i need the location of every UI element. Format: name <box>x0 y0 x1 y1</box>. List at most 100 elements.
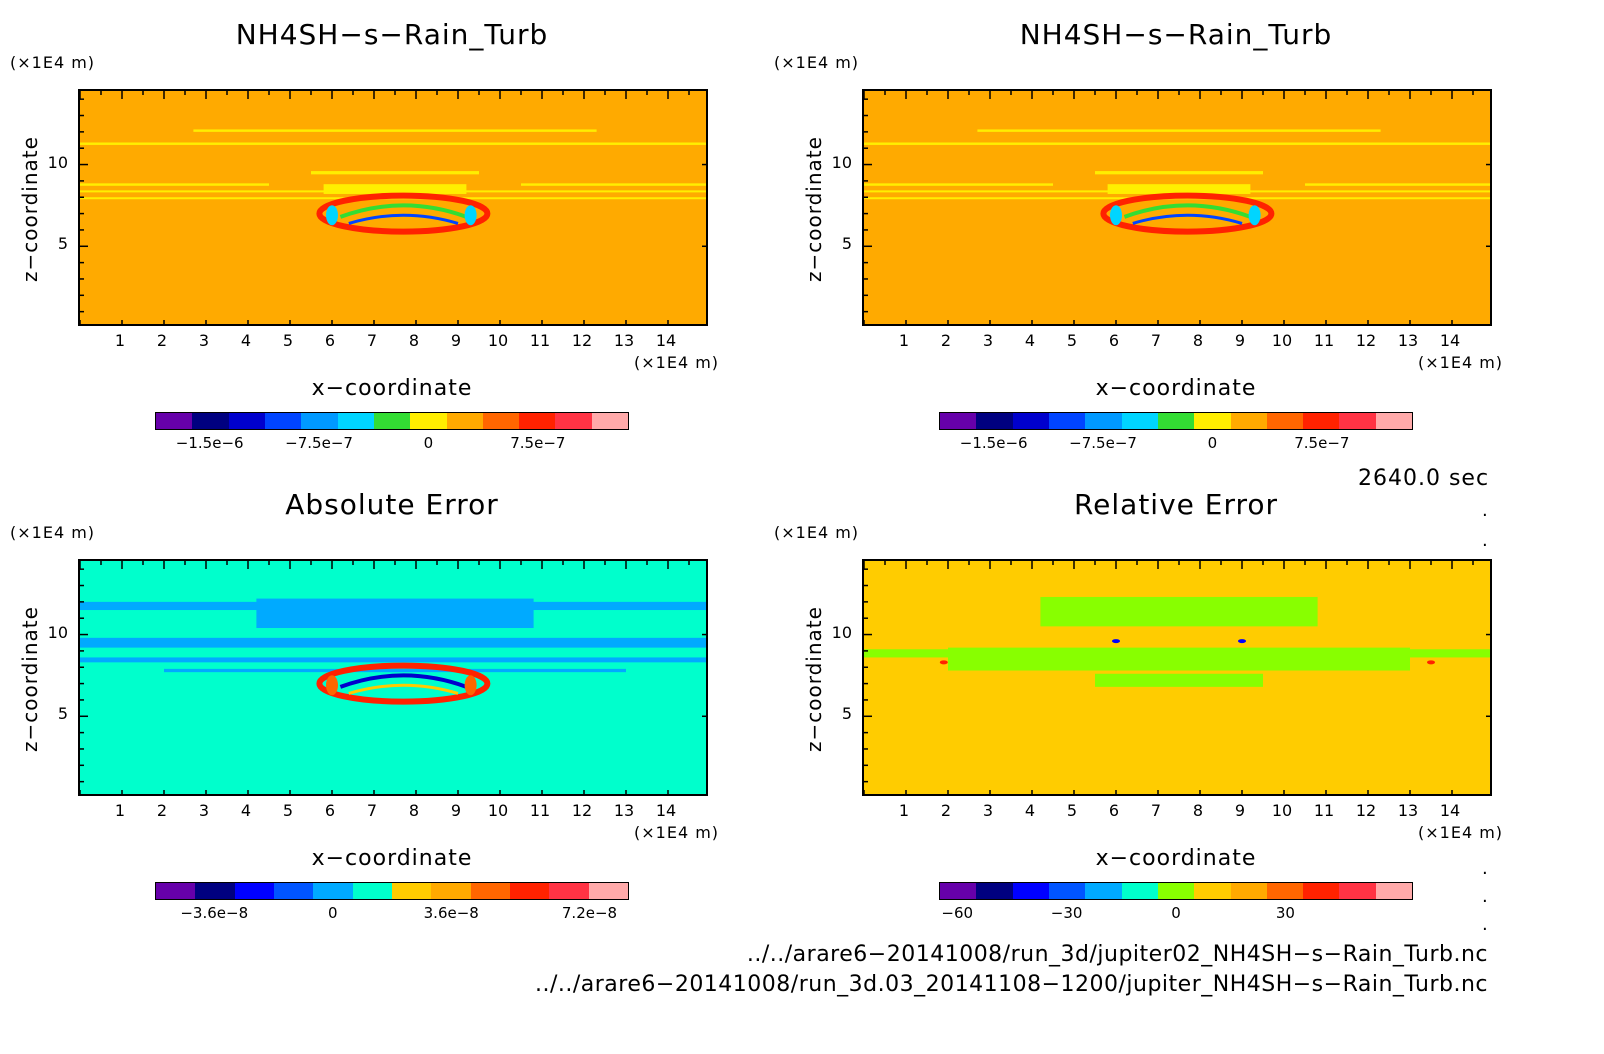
colorbar-label: 3.6e−8 <box>423 904 479 922</box>
x-tick-label: 10 <box>487 331 509 350</box>
colorbar-label: −1.5e−6 <box>175 434 244 452</box>
y-unit-label: (×1E4 m) <box>10 523 96 542</box>
file-path-1: ../../arare6−20141008/run_3d/jupiter02_N… <box>746 942 1488 967</box>
x-axis-label: x−coordinate <box>311 846 473 871</box>
colorbar-label: −30 <box>1050 904 1083 922</box>
x-tick-label: 9 <box>450 331 462 350</box>
colorbar-segment <box>156 883 196 899</box>
colorbar-label: −3.6e−8 <box>180 904 249 922</box>
x-tick-label: 12 <box>1355 331 1377 350</box>
colorbar-segment <box>391 883 432 899</box>
colorbar-segment <box>1012 883 1049 899</box>
x-tick-label: 8 <box>1192 331 1204 350</box>
colorbar-segment <box>1048 883 1086 899</box>
colorbar <box>939 412 1413 430</box>
colorbar-segment <box>1266 413 1304 429</box>
anomaly-blob <box>1110 205 1122 226</box>
x-tick-label: 1 <box>898 801 910 820</box>
anomaly-blob <box>326 675 338 696</box>
colorbar-segment <box>352 883 392 899</box>
colorbar-segment <box>373 413 411 429</box>
anomaly-ring <box>316 662 491 705</box>
x-tick-label: 14 <box>655 331 677 350</box>
contour-band <box>311 171 479 175</box>
y-tick-label: 5 <box>841 704 852 724</box>
heatmap-plot <box>78 559 708 796</box>
colorbar-segment <box>446 413 483 429</box>
y-tick-label: 10 <box>831 622 852 642</box>
x-tick-label: 14 <box>1439 801 1461 820</box>
field-svg <box>864 129 1490 235</box>
tick-marks <box>864 561 1490 794</box>
colorbar-segment <box>1121 413 1158 429</box>
colorbar-segment <box>1230 413 1267 429</box>
anomaly-arc <box>1123 203 1252 219</box>
anomaly-blob <box>1248 205 1261 226</box>
x-tick-label: 7 <box>366 801 378 820</box>
colorbar <box>939 882 1413 900</box>
x-tick-label: 6 <box>1108 331 1120 350</box>
x-tick-label: 7 <box>366 331 378 350</box>
x-tick-label: 14 <box>655 801 677 820</box>
colorbar-segment <box>549 883 589 899</box>
colorbar-label: −1.5e−6 <box>959 434 1028 452</box>
heatmap-plot <box>78 89 708 326</box>
dot-marker: . <box>1482 500 1488 521</box>
contour-band <box>193 129 597 132</box>
x-tick-label: 12 <box>571 801 593 820</box>
colorbar-segment <box>228 413 265 429</box>
colorbar-label: 0 <box>423 434 434 452</box>
colorbar-segment <box>482 413 520 429</box>
colorbar-segment <box>940 413 977 429</box>
colorbar-label: −60 <box>941 904 974 922</box>
x-tick-label: 14 <box>1439 331 1461 350</box>
colorbar-segment <box>431 883 471 899</box>
x-tick-label: 12 <box>571 331 593 350</box>
anomaly-dot <box>1427 660 1435 665</box>
colorbar-segment <box>156 413 193 429</box>
colorbar-label: −7.5e−7 <box>285 434 353 452</box>
colorbar-segment <box>976 413 1013 429</box>
x-tick-label: 6 <box>324 331 336 350</box>
panel-title: NH4SH−s−Rain_Turb <box>235 18 549 51</box>
colorbar-segment <box>1339 413 1376 429</box>
x-tick-label: 4 <box>1024 801 1036 820</box>
panel-title: Relative Error <box>1073 488 1279 521</box>
colorbar-segment <box>1085 413 1122 429</box>
x-tick-label: 3 <box>982 331 994 350</box>
contour-band <box>1095 171 1263 175</box>
colorbar-segment <box>1121 883 1158 899</box>
tick-marks <box>864 91 1490 324</box>
contour-band <box>256 598 534 629</box>
anomaly-dot <box>1238 639 1246 644</box>
x-tick-label: 9 <box>450 801 462 820</box>
x-tick-label: 5 <box>282 801 294 820</box>
y-tick-label: 5 <box>57 704 68 724</box>
x-tick-label: 3 <box>982 801 994 820</box>
x-tick-label: 10 <box>487 801 509 820</box>
panel-bottom-right: Relative Error (×1E4 m) z−coordinate (×1… <box>774 470 1564 940</box>
contour-band <box>948 647 1410 671</box>
colorbar <box>155 882 629 900</box>
colorbar-label: 0 <box>1171 904 1181 922</box>
colorbar-segment <box>192 413 229 429</box>
anomaly-arc <box>339 203 468 219</box>
x-axis-label: x−coordinate <box>1095 376 1257 401</box>
anomaly-ring <box>316 192 491 235</box>
x-tick-label: 9 <box>1234 801 1246 820</box>
x-tick-label: 10 <box>1271 801 1293 820</box>
x-tick-label: 12 <box>1355 801 1377 820</box>
x-tick-label: 9 <box>1234 331 1246 350</box>
x-tick-label: 2 <box>156 331 168 350</box>
contour-band <box>1095 673 1263 687</box>
x-tick-label: 11 <box>529 331 551 350</box>
contour-band <box>323 184 467 194</box>
x-unit-label: (×1E4 m) <box>634 353 720 372</box>
y-unit-label: (×1E4 m) <box>10 53 96 72</box>
contour-band <box>521 183 706 186</box>
x-tick-label: 8 <box>1192 801 1204 820</box>
dot-marker: . <box>1482 886 1488 907</box>
colorbar-segment <box>470 883 510 899</box>
colorbar-segment <box>337 413 374 429</box>
x-unit-label: (×1E4 m) <box>1418 823 1504 842</box>
